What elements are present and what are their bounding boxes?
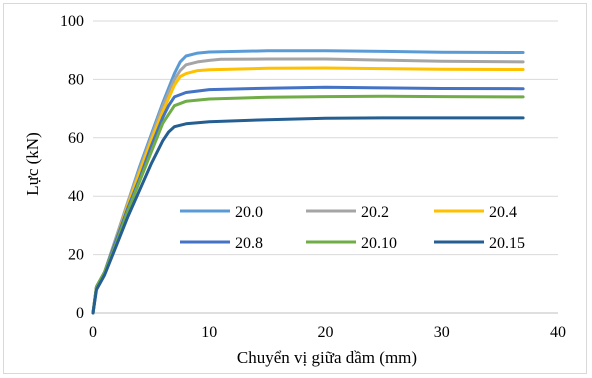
x-tick-label-30: 30: [434, 324, 450, 341]
chart-frame: [3, 3, 587, 374]
y-tick-label-20: 20: [68, 247, 84, 264]
x-tick-label-40: 40: [550, 324, 566, 341]
x-tick-label-20: 20: [318, 324, 334, 341]
x-tick-label-10: 10: [201, 324, 217, 341]
legend-label-20.2: 20.2: [361, 204, 389, 221]
x-tick-label-0: 0: [89, 324, 97, 341]
legend-label-20.0: 20.0: [235, 204, 263, 221]
y-tick-label-40: 40: [68, 188, 84, 205]
series-lines: [91, 49, 525, 315]
legend: 20.0 20.2 20.4 20.8 20.10 20.15: [180, 204, 525, 252]
y-axis-title: Lực (kN): [23, 132, 42, 196]
series-line-20.4: [91, 66, 525, 315]
y-tick-label-80: 80: [68, 71, 84, 88]
legend-label-20.8: 20.8: [235, 235, 263, 252]
y-tick-label-60: 60: [68, 130, 84, 147]
tick-labels: 0 20 40 60 80 100 0 10 20 30 40: [60, 13, 566, 341]
y-tick-label-0: 0: [76, 305, 84, 322]
series-line-20.15: [91, 116, 525, 315]
x-axis-title: Chuyển vị giữa dầm (mm): [237, 348, 417, 367]
series-line-20.0: [91, 49, 525, 315]
legend-label-20.15: 20.15: [489, 235, 525, 252]
legend-label-20.4: 20.4: [489, 204, 517, 221]
y-tick-label-100: 100: [60, 13, 84, 30]
legend-label-20.10: 20.10: [361, 235, 397, 252]
grid-lines: [93, 20, 558, 256]
